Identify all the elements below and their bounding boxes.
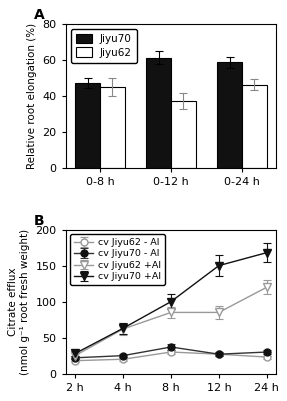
Text: B: B	[34, 214, 45, 228]
Legend: cv Jiyu62 - Al, cv Jiyu70 - Al, cv Jiyu62 +Al, cv Jiyu70 +Al: cv Jiyu62 - Al, cv Jiyu70 - Al, cv Jiyu6…	[70, 234, 164, 285]
Bar	[75, 83, 100, 168]
Legend: Jiyu70, Jiyu62: Jiyu70, Jiyu62	[71, 29, 137, 63]
Text: A: A	[34, 8, 45, 22]
Bar	[217, 62, 242, 168]
Bar	[242, 85, 267, 168]
Bar	[100, 87, 125, 168]
Bar	[146, 58, 171, 168]
Y-axis label: Citrate efflux
(nmol g⁻¹ root fresh weight): Citrate efflux (nmol g⁻¹ root fresh weig…	[8, 229, 30, 375]
Bar	[171, 101, 196, 168]
Y-axis label: Relative root elongation (%): Relative root elongation (%)	[27, 22, 37, 169]
